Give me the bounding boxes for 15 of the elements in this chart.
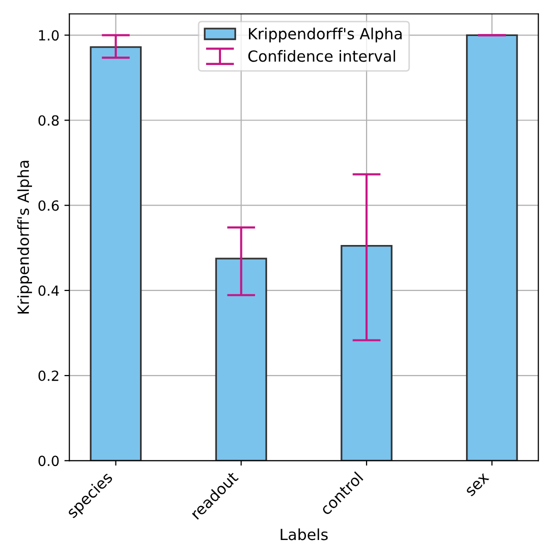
bar — [466, 34, 518, 461]
bar — [90, 46, 142, 461]
y-tick-label: 1.0 — [39, 30, 59, 41]
y-tick-label: 0.2 — [38, 370, 58, 382]
y-tick-label: 0.4 — [38, 285, 59, 296]
annotation: Confidence interval — [248, 50, 396, 62]
legend-label: Krippendorff's Alpha — [248, 28, 402, 42]
y-tick-label: 0.8 — [38, 115, 59, 126]
y-axis-title: Krippendorff's Alpha — [17, 160, 32, 314]
x-tick-label: sex — [466, 472, 490, 497]
y-tick-label: 0.6 — [38, 200, 59, 211]
bar — [215, 258, 268, 461]
x-axis-title: Labels — [280, 528, 328, 540]
y-tick-label: 0.0 — [38, 456, 59, 466]
bar — [340, 244, 392, 461]
